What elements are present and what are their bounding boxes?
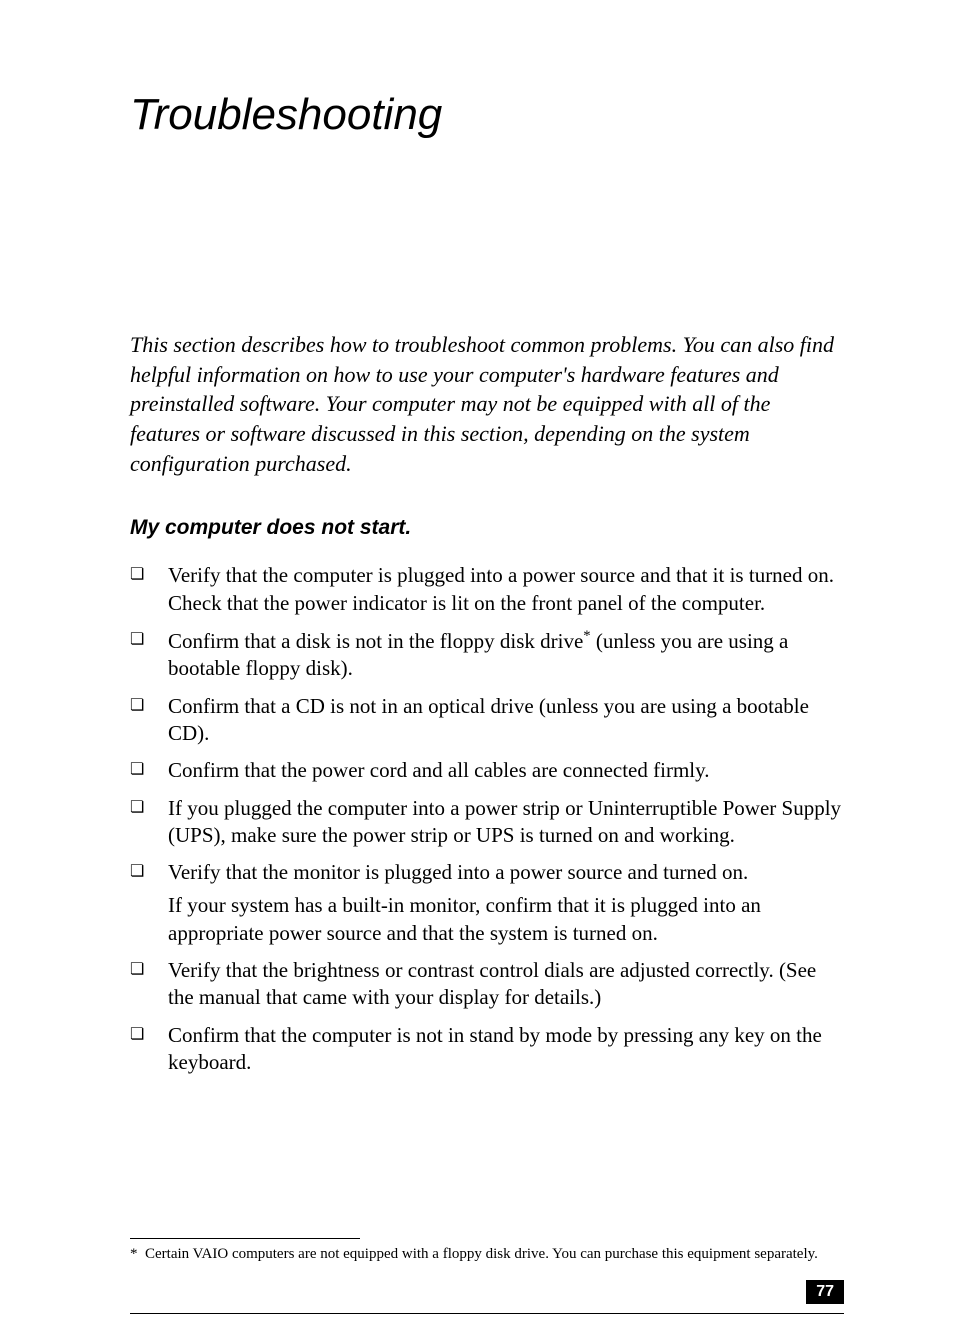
page-number: 77 xyxy=(806,1280,844,1304)
list-item-text: Verify that the monitor is plugged into … xyxy=(168,860,748,884)
list-item: ❏ Verify that the computer is plugged in… xyxy=(130,562,844,617)
list-item-text: Confirm that a CD is not in an optical d… xyxy=(168,694,809,745)
list-item: ❏ Confirm that the power cord and all ca… xyxy=(130,757,844,784)
list-item: ❏ If you plugged the computer into a pow… xyxy=(130,795,844,850)
chapter-title: Troubleshooting xyxy=(130,90,844,140)
list-item: ❏ Verify that the brightness or contrast… xyxy=(130,957,844,1012)
bullet-icon: ❏ xyxy=(130,760,144,781)
bullet-icon: ❏ xyxy=(130,565,144,586)
troubleshooting-list: ❏ Verify that the computer is plugged in… xyxy=(130,562,844,1076)
footnote-rule xyxy=(130,1238,360,1239)
bullet-icon: ❏ xyxy=(130,696,144,717)
list-item-text: Confirm that a disk is not in the floppy… xyxy=(168,629,788,680)
intro-paragraph: This section describes how to troublesho… xyxy=(130,330,844,478)
section-heading: My computer does not start. xyxy=(130,516,844,540)
bullet-icon: ❏ xyxy=(130,862,144,883)
list-item: ❏ Confirm that the computer is not in st… xyxy=(130,1022,844,1077)
list-item: ❏ Verify that the monitor is plugged int… xyxy=(130,859,844,947)
list-item-text: Confirm that the power cord and all cabl… xyxy=(168,758,710,782)
bullet-icon: ❏ xyxy=(130,960,144,981)
list-item-text: Verify that the brightness or contrast c… xyxy=(168,958,816,1009)
list-item: ❏ Confirm that a CD is not in an optical… xyxy=(130,693,844,748)
bullet-icon: ❏ xyxy=(130,630,144,651)
bottom-rule xyxy=(130,1313,844,1314)
footnote-text: * Certain VAIO computers are not equippe… xyxy=(130,1245,844,1265)
bullet-icon: ❏ xyxy=(130,1025,144,1046)
bullet-icon: ❏ xyxy=(130,798,144,819)
list-item-text: Confirm that the computer is not in stan… xyxy=(168,1023,822,1074)
list-item: ❏ Confirm that a disk is not in the flop… xyxy=(130,627,844,683)
footnote-area: * Certain VAIO computers are not equippe… xyxy=(130,1238,844,1265)
list-item-sub-text: If your system has a built-in monitor, c… xyxy=(168,892,844,947)
list-item-text: Verify that the computer is plugged into… xyxy=(168,563,834,614)
list-item-text: If you plugged the computer into a power… xyxy=(168,796,841,847)
